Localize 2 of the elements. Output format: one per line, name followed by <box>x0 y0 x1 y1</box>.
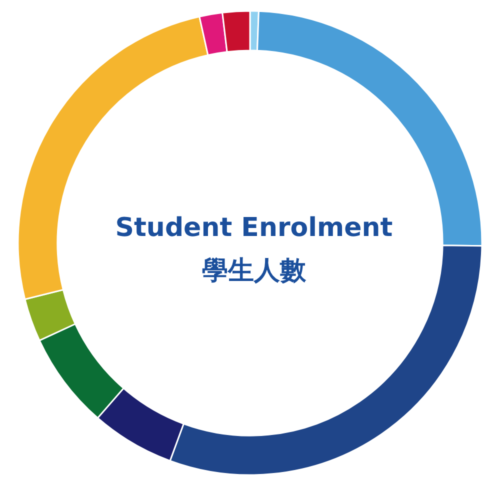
text: Student Enrolment <box>115 213 393 243</box>
text: 學生人數 <box>202 256 307 286</box>
